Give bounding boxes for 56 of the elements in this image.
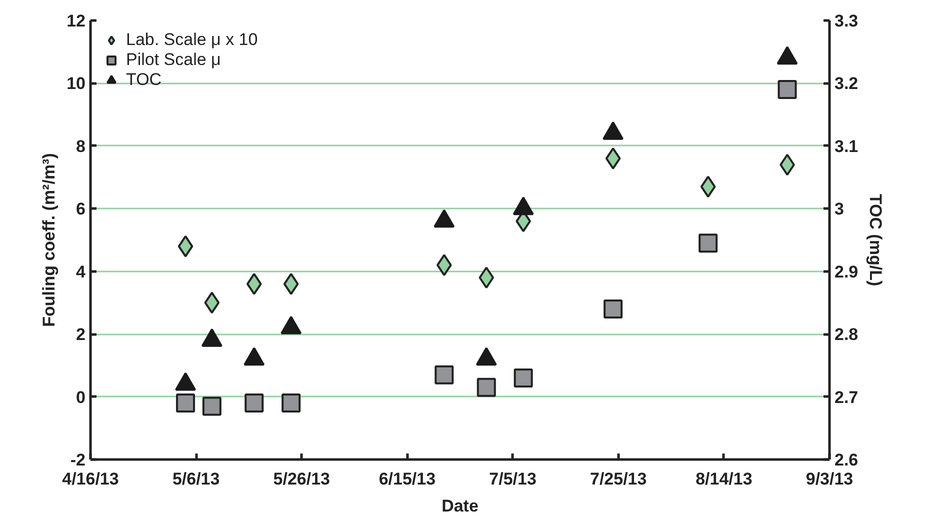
y-tick-label: 10 (66, 74, 86, 94)
x-tick-label: 5/6/13 (172, 470, 220, 488)
x-axis-title: Date (442, 496, 478, 516)
point (514, 368, 533, 388)
y-tick-label: 0 (76, 388, 86, 407)
y2-tick-label: 3.2 (834, 74, 858, 94)
x-tick-label: 5/26/13 (273, 470, 330, 488)
point (604, 299, 623, 318)
point (776, 46, 798, 65)
point (244, 394, 264, 413)
legend-label: TOC (126, 70, 162, 90)
point (283, 272, 299, 295)
point (434, 209, 455, 228)
y2-tick-label: 3.3 (834, 12, 858, 30)
point (282, 394, 301, 413)
y-tick-label: 12 (66, 12, 86, 30)
y2-tick-label: 2.7 (834, 388, 858, 407)
y2-axis-title: TOC (mg/L) (866, 194, 886, 286)
x-tick-label: 6/15/13 (378, 470, 436, 488)
point (244, 347, 265, 366)
x-tick-label: 4/16/13 (62, 470, 119, 488)
point (698, 234, 718, 253)
point (204, 292, 220, 314)
point (512, 196, 534, 216)
point (434, 365, 454, 384)
y-tick-label: -2 (70, 450, 86, 470)
point (478, 266, 494, 289)
x-tick-label: 8/14/13 (696, 470, 752, 488)
point (246, 272, 262, 295)
y-tick-label: 6 (76, 200, 86, 219)
legend-label: Pilot Scale μ (126, 50, 221, 70)
point (178, 235, 194, 258)
point (476, 347, 497, 366)
y-tick-label: 2 (76, 325, 86, 344)
y2-tick-label: 2.8 (834, 325, 858, 344)
point (700, 176, 716, 198)
y2-tick-label: 3.1 (834, 136, 858, 156)
x-tick-label: 7/5/13 (489, 470, 536, 488)
point (602, 121, 624, 140)
point (280, 316, 302, 334)
legend-label: Lab. Scale μ x 10 (126, 30, 258, 50)
y-tick-label: 8 (76, 136, 86, 156)
y-tick-label: 4 (76, 262, 86, 282)
y2-tick-label: 2.9 (834, 262, 858, 282)
x-tick-label: 7/25/13 (590, 470, 647, 488)
x-tick-label: 9/3/13 (806, 470, 854, 488)
point (476, 378, 496, 397)
point (201, 328, 222, 347)
y-axis-title: Fouling coeff. (m²/m³) (40, 153, 59, 327)
point (175, 372, 196, 391)
y2-tick-label: 2.6 (834, 450, 858, 470)
y2-tick-label: 3 (834, 200, 844, 219)
point (202, 396, 222, 416)
point (176, 394, 196, 413)
point (605, 147, 621, 170)
point (778, 80, 797, 99)
